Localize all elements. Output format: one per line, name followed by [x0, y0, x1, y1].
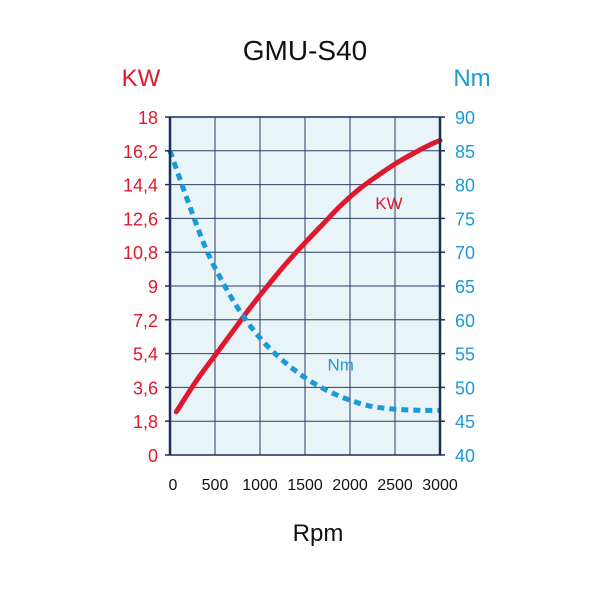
series-line-kw	[173, 137, 443, 415]
right-tick-label: 60	[455, 311, 475, 331]
right-tick-label: 90	[455, 108, 475, 128]
left-tick-label: 1,8	[133, 412, 158, 432]
right-axis-label: Nm	[453, 65, 490, 92]
left-tick-label: 9	[148, 277, 158, 297]
right-tick-label: 65	[455, 277, 475, 297]
left-tick-label: 7,2	[133, 311, 158, 331]
x-tick-label: 500	[202, 477, 229, 494]
series-layer	[167, 137, 443, 415]
right-tick-label: 55	[455, 345, 475, 365]
right-tick-label: 80	[455, 176, 475, 196]
x-tick-label: 1000	[242, 477, 278, 494]
right-tick-label: 45	[455, 412, 475, 432]
x-tick-label: 1500	[287, 477, 323, 494]
left-tick-label: 3,6	[133, 378, 158, 398]
right-tick-label: 40	[455, 446, 475, 466]
left-tick-label: 0	[148, 446, 158, 466]
left-tick-label: 14,4	[123, 176, 158, 196]
x-tick-label: 2500	[377, 477, 413, 494]
left-axis-label: KW	[122, 65, 161, 92]
x-tick-label: 3000	[422, 477, 458, 494]
series-annotation-kw: KW	[375, 194, 402, 213]
left-tick-label: 12,6	[123, 209, 158, 229]
right-tick-label: 75	[455, 209, 475, 229]
left-tick-label: 5,4	[133, 345, 158, 365]
tick-labels: 0 1,8 3,6 5,4 7,2 9 10,8 12,6 14,4 16,2 18 40 45 50 55…	[123, 108, 475, 494]
left-tick-label: 16,2	[123, 142, 158, 162]
x-axis-label: Rpm	[293, 520, 344, 547]
x-tick-label: 2000	[332, 477, 368, 494]
right-tick-label: 50	[455, 378, 475, 398]
chart-title: GMU-S40	[243, 35, 367, 66]
annotations: KW Nm	[328, 194, 403, 374]
series-annotation-nm: Nm	[328, 356, 354, 375]
x-tick-label: 0	[169, 477, 178, 494]
right-tick-label: 70	[455, 243, 475, 263]
series-line-nm	[167, 149, 441, 413]
left-tick-label: 18	[138, 108, 158, 128]
right-tick-label: 85	[455, 142, 475, 162]
left-tick-label: 10,8	[123, 243, 158, 263]
